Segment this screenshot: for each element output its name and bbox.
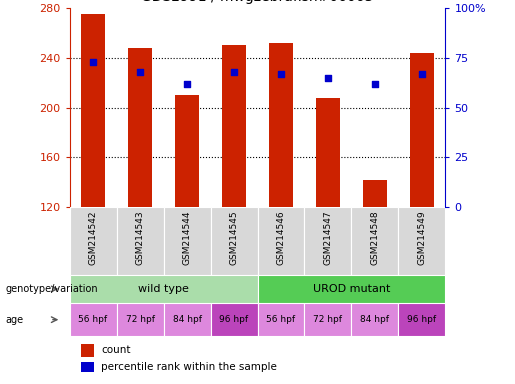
Bar [164,207,211,275]
Text: age: age [5,314,23,325]
Bar [70,207,116,275]
Bar [399,303,445,336]
Text: 72 hpf: 72 hpf [314,315,342,324]
Text: GSM214544: GSM214544 [182,211,192,265]
Bar [211,207,258,275]
Point [89,58,97,65]
Text: GSM214549: GSM214549 [418,211,426,265]
Bar [258,275,445,303]
Point [230,68,238,74]
Point [183,81,191,87]
Text: GSM214548: GSM214548 [370,211,380,265]
Bar [304,303,352,336]
Bar [410,53,434,207]
Text: GSM214542: GSM214542 [89,211,97,265]
Bar [269,43,293,207]
Point [418,71,426,77]
Bar [352,303,399,336]
Bar [128,48,152,207]
Text: wild type: wild type [138,284,189,294]
Point [277,71,285,77]
Bar [81,362,94,372]
Text: percentile rank within the sample: percentile rank within the sample [101,362,278,372]
Text: GSM214543: GSM214543 [135,211,145,265]
Point [136,68,144,74]
Bar [222,45,246,207]
Bar [70,275,258,303]
Point [371,81,379,87]
Text: 84 hpf: 84 hpf [173,315,201,324]
Bar [175,95,199,207]
Bar [164,303,211,336]
Text: UROD mutant: UROD mutant [313,284,390,294]
Bar [304,207,352,275]
Text: 96 hpf: 96 hpf [219,315,249,324]
Bar [116,303,164,336]
Text: 56 hpf: 56 hpf [266,315,296,324]
Bar [363,180,387,207]
Text: GSM214546: GSM214546 [277,211,285,265]
Text: GSM214547: GSM214547 [323,211,333,265]
Bar [258,207,304,275]
Point [324,74,332,81]
Text: count: count [101,345,131,355]
Text: 72 hpf: 72 hpf [126,315,154,324]
Text: 96 hpf: 96 hpf [407,315,437,324]
Bar [116,207,164,275]
Bar [352,207,399,275]
Bar [81,344,94,357]
Bar [316,98,340,207]
Text: genotype/variation: genotype/variation [5,284,98,294]
Bar [81,14,105,207]
Text: 56 hpf: 56 hpf [78,315,108,324]
Bar [70,303,116,336]
Title: GDS2991 / mwgzebrafish#06063: GDS2991 / mwgzebrafish#06063 [141,0,374,4]
Bar [258,303,304,336]
Bar [211,303,258,336]
Text: GSM214545: GSM214545 [230,211,238,265]
Bar [399,207,445,275]
Text: 84 hpf: 84 hpf [360,315,389,324]
